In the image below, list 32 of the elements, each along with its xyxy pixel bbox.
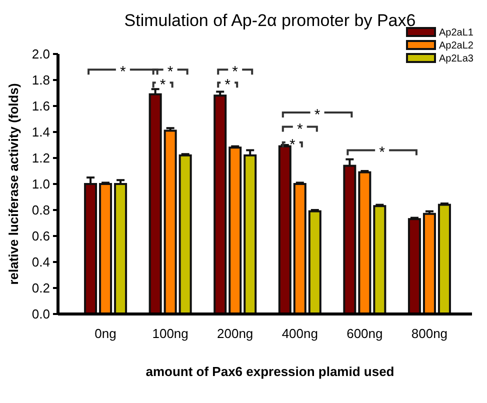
y-tick-label: 1.4 <box>32 124 50 140</box>
annotation: * <box>160 76 166 94</box>
annotation: * <box>289 136 296 154</box>
annotation: * <box>314 106 320 124</box>
y-axis-title: relative luciferase activity (folds) <box>6 83 21 285</box>
x-tick-label: 600ng <box>346 326 383 341</box>
y-tick-label: 1.0 <box>32 176 50 192</box>
x-tick-label: 100ng <box>152 326 188 341</box>
x-tick-label: 800ng <box>411 326 448 341</box>
legend-label: Ap2aL1 <box>439 28 474 38</box>
y-tick-label: 1.6 <box>32 98 50 114</box>
annotation: * <box>296 120 303 138</box>
x-tick-label: 0ng <box>94 326 116 341</box>
x-axis-title: amount of Pax6 expression plamid used <box>146 364 394 379</box>
x-tick-label: 400ng <box>282 326 318 341</box>
annotation: * <box>379 144 386 162</box>
y-tick-label: 0.4 <box>32 254 50 270</box>
legend-label: Ap2aL2 <box>439 40 474 52</box>
annotation: * <box>120 64 126 81</box>
y-tick-label: 0.2 <box>32 280 50 296</box>
annotation: * <box>224 76 231 94</box>
annotation: * <box>232 64 238 81</box>
chart-title: Stimulation of Ap-2α promoter by Pax6 <box>124 11 416 30</box>
y-tick-label: 0.8 <box>32 202 50 218</box>
legend-label: Ap2La3 <box>439 54 474 64</box>
y-tick-label: 2.0 <box>32 46 50 62</box>
x-tick-label: 200ng <box>217 326 254 341</box>
y-tick-label: 1.2 <box>32 150 50 166</box>
y-tick-label: 1.8 <box>32 72 50 88</box>
y-tick-label: 0.0 <box>32 306 50 322</box>
y-tick-label: 0.6 <box>32 228 50 244</box>
annotation: * <box>167 64 174 81</box>
